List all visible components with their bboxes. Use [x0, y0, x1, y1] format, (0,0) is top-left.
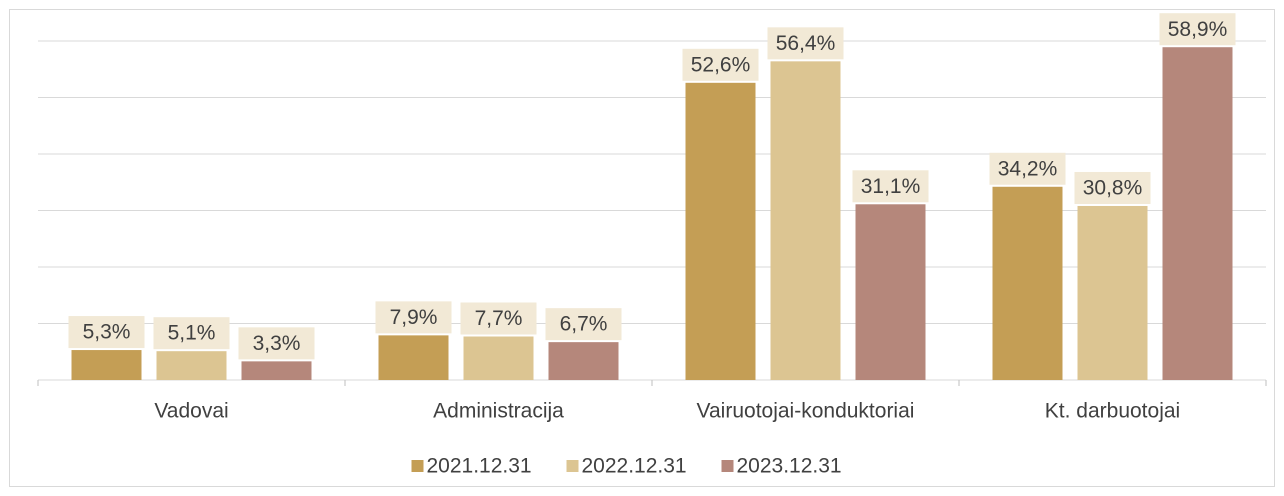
bar — [685, 82, 756, 380]
chart-border — [9, 9, 1275, 487]
data-label: 5,3% — [83, 321, 131, 344]
data-label-box — [989, 152, 1066, 185]
bar — [241, 361, 312, 380]
data-label: 6,7% — [560, 313, 608, 336]
data-label-box — [545, 308, 622, 341]
data-label-box — [238, 327, 315, 360]
bar — [855, 204, 926, 380]
data-label-box — [375, 301, 452, 334]
data-label: 3,3% — [253, 332, 301, 355]
legend-label: 2022.12.31 — [582, 455, 687, 478]
bar — [156, 351, 227, 380]
data-label: 56,4% — [776, 32, 836, 55]
data-label-box — [852, 170, 929, 203]
data-label-box — [68, 316, 145, 349]
bar — [548, 342, 619, 380]
data-label: 7,9% — [390, 306, 438, 329]
bar — [1077, 205, 1148, 380]
data-label: 58,9% — [1168, 18, 1228, 41]
legend-label: 2023.12.31 — [737, 455, 842, 478]
legend-swatch — [566, 460, 579, 472]
x-tick-label: Kt. darbuotojai — [1045, 400, 1180, 423]
data-label-box — [682, 48, 759, 81]
x-tick-label: Vairuotojai-konduktoriai — [697, 400, 915, 423]
data-label: 30,8% — [1083, 177, 1143, 200]
bar — [1162, 47, 1233, 381]
bar — [378, 335, 449, 380]
data-label: 5,1% — [168, 322, 216, 345]
data-label-box — [460, 302, 537, 335]
data-label-box — [767, 27, 844, 60]
bar — [770, 61, 841, 381]
data-label: 7,7% — [475, 307, 523, 330]
data-label: 31,1% — [861, 175, 921, 198]
data-label: 52,6% — [691, 53, 751, 76]
legend-swatch — [721, 460, 734, 472]
x-tick-label: Administracija — [433, 400, 564, 423]
data-label: 34,2% — [998, 157, 1058, 180]
bar — [463, 336, 534, 380]
data-label-box — [1074, 171, 1151, 204]
legend-label: 2021.12.31 — [427, 455, 532, 478]
data-label-box — [153, 317, 230, 350]
bar — [992, 186, 1063, 380]
legend-swatch — [411, 460, 424, 472]
x-tick-label: Vadovai — [154, 400, 228, 423]
bar — [71, 350, 142, 380]
data-label-box — [1159, 13, 1236, 46]
